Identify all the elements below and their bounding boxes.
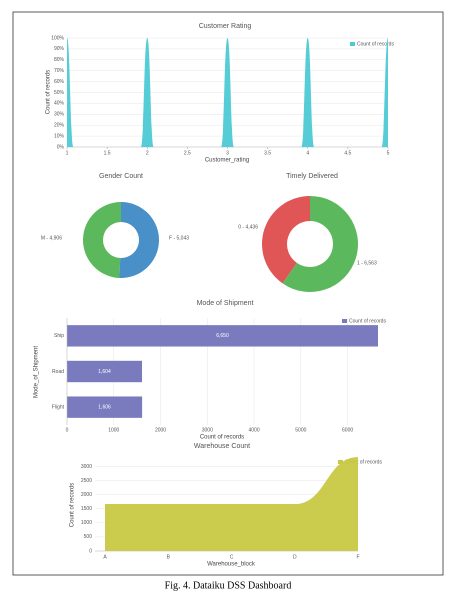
legend-swatch [338,460,343,464]
y-tick-label: 40% [54,101,65,107]
x-tick-label: 4 [306,150,309,156]
y-tick-label: 100% [51,35,64,41]
x-tick-label: 0 [66,427,69,433]
x-tick-label: A [103,554,107,560]
x-tick-label: 2.5 [184,150,191,156]
slice-label: 1 - 6,563 [357,260,377,266]
y-tick-label: 3000 [81,464,92,470]
slice-label: 0 - 4,436 [238,224,258,230]
x-tick-label: B [167,554,171,560]
y-tick-label: 30% [54,112,65,118]
x-tick-label: 6000 [342,427,353,433]
x-axis-label: Warehouse_block [207,562,256,568]
x-tick-label: 3 [226,150,229,156]
y-tick-label: 90% [54,46,65,52]
y-tick-label: 60% [54,79,65,85]
area [67,38,388,147]
bar [67,325,378,347]
y-tick-label: Flight [52,404,65,410]
y-tick-label: 2000 [81,492,92,498]
bar-value-label: 1,606 [98,404,111,410]
x-tick-label: 2000 [155,427,166,433]
x-axis-label: Count of records [200,435,244,441]
y-tick-label: 2500 [81,478,92,484]
y-tick-label: 80% [54,57,65,63]
legend-swatch [350,42,355,46]
chart-title: Warehouse Count [194,443,250,450]
x-tick-label: 5000 [295,427,306,433]
y-tick-label: 50% [54,90,65,96]
area [105,457,358,551]
x-tick-label: 1 [66,150,69,156]
donut-slice [119,202,159,278]
chart-title: Customer Rating [199,23,252,30]
x-tick-label: 1.5 [104,150,111,156]
bar [67,396,143,418]
x-tick-label: 3000 [202,427,213,433]
x-tick-label: 1000 [108,427,119,433]
y-tick-label: 500 [84,534,93,540]
slice-label: M - 4,906 [41,235,62,241]
legend-label: Count of records [345,459,382,465]
legend-swatch [342,319,347,323]
bar-value-label: 1,604 [98,369,111,375]
y-tick-label: 1000 [81,520,92,526]
y-tick-label: 10% [54,133,65,139]
y-tick-label: Road [52,369,64,375]
x-tick-label: 4000 [249,427,260,433]
y-tick-label: 1500 [81,506,92,512]
y-axis-label: Count of records [70,483,76,527]
chart-title: Timely Delivered [286,173,338,180]
bar [67,360,143,383]
x-tick-label: 3.5 [264,150,271,156]
x-tick-label: 5 [387,150,390,156]
caption: Fig. 4. Dataiku DSS Dashboard [165,580,292,591]
x-tick-label: 2 [146,150,149,156]
y-tick-label: 0% [57,144,65,150]
donut-slice [262,196,310,284]
x-tick-label: F [356,554,359,560]
y-tick-label: 20% [54,123,65,129]
y-tick-label: 0 [89,548,92,554]
donut-slice [82,202,121,278]
chart-title: Gender Count [99,173,143,180]
y-tick-label: Ship [54,333,64,339]
donut-slice [282,196,358,292]
bar-value-label: 6,650 [216,333,229,339]
x-tick-label: D [293,554,297,560]
x-axis-label: Customer_rating [205,158,249,164]
x-tick-label: C [230,554,234,560]
y-axis-label: Mode_of_Shipment [34,346,40,398]
slice-label: F - 5,043 [169,235,189,241]
legend-label: Count of records [349,318,386,324]
legend-label: Count of records [357,41,394,47]
x-tick-label: 4.5 [344,150,351,156]
y-tick-label: 70% [54,68,65,74]
y-axis-label: Count of records [46,70,52,114]
chart-title: Mode of Shipment [197,300,254,307]
